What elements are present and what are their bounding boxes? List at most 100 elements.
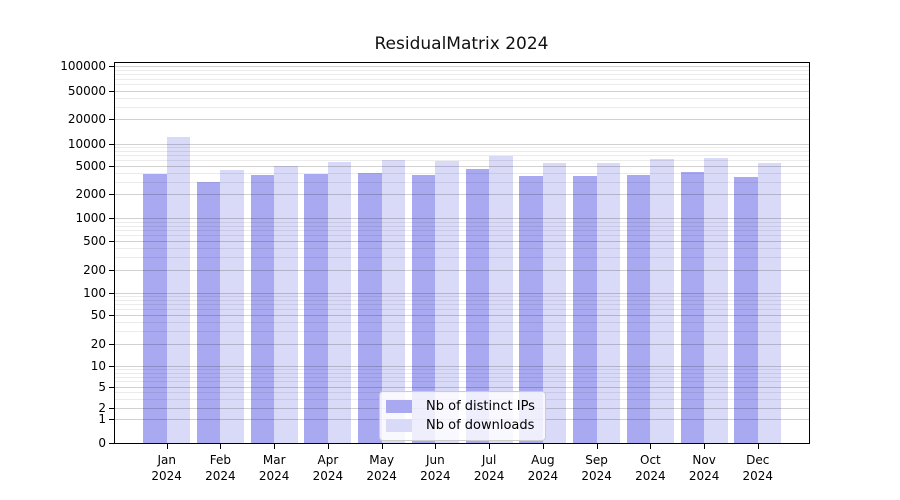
y-tick-label-5000: 5000 — [75, 158, 106, 173]
gridline-major-5 — [114, 386, 809, 388]
y-tick-20000 — [109, 119, 114, 121]
x-tick-label-month: Dec — [746, 453, 770, 467]
bar-distinct-ips-oct — [626, 175, 651, 443]
y-tick-50000 — [109, 90, 114, 92]
y-tick-5000 — [109, 165, 114, 167]
x-tick-label-year: 2024 — [635, 469, 666, 483]
gridline-major-100000 — [114, 66, 809, 68]
bar-downloads-sep — [596, 162, 621, 443]
x-tick-label-year: 2024 — [742, 469, 774, 483]
x-tick-label-year: 2024 — [527, 469, 559, 483]
x-tick-label-year: 2024 — [312, 469, 344, 483]
x-tick-label-oct: Oct 2024 — [618, 452, 682, 484]
x-tick-label-apr: Apr 2024 — [296, 452, 360, 484]
bar-distinct-ips-aug — [519, 176, 543, 443]
gridline-minor-80 — [114, 300, 809, 301]
spine-bottom — [114, 443, 810, 444]
y-tick-10000 — [109, 143, 114, 145]
x-tick-sep — [596, 444, 598, 449]
plot-area — [114, 62, 809, 443]
x-tick-label-year: 2024 — [205, 469, 236, 483]
y-tick-label-0: 0 — [98, 436, 106, 450]
x-tick-label-nov: Nov 2024 — [672, 452, 736, 484]
x-tick-feb — [220, 444, 222, 449]
x-tick-may — [381, 444, 383, 449]
y-tick-500 — [109, 241, 114, 242]
bar-downloads-aug — [542, 162, 567, 443]
gridline-minor-80000 — [114, 74, 809, 76]
gridline-minor-7 — [114, 376, 809, 378]
y-tick-label-50: 50 — [90, 307, 106, 322]
x-tick-oct — [650, 444, 652, 449]
x-tick-label-month: May — [369, 453, 395, 467]
bar-downloads-jan — [166, 137, 191, 443]
y-tick-2000 — [109, 194, 114, 196]
legend-swatch-downloads — [386, 419, 412, 432]
grid-layer — [114, 62, 809, 443]
gridline-major-10 — [114, 365, 809, 367]
bar-downloads-apr — [327, 161, 352, 443]
gridline-minor-6 — [114, 381, 809, 383]
gridline-minor-4000 — [114, 172, 809, 174]
x-tick-jun — [435, 444, 437, 449]
x-tick-apr — [327, 444, 329, 449]
x-tick-label-month: Aug — [531, 453, 555, 467]
gridline-minor-90000 — [114, 70, 809, 71]
bar-downloads-oct — [650, 159, 674, 443]
legend-row-downloads: Nb of downloads — [386, 417, 535, 434]
x-tick-label-year: 2024 — [151, 469, 182, 483]
x-tick-label-jan: Jan 2024 — [135, 452, 199, 484]
y-tick-label-10000: 10000 — [67, 136, 106, 151]
x-tick-label-feb: Feb 2024 — [188, 452, 252, 484]
x-tick-label-month: Jul — [481, 453, 497, 467]
x-tick-label-year: 2024 — [366, 469, 397, 483]
gridline-major-50 — [114, 314, 809, 316]
gridline-major-100 — [114, 292, 809, 294]
bar-downloads-nov — [704, 157, 728, 443]
gridline-minor-40000 — [114, 97, 809, 99]
gridline-major-5000 — [114, 165, 809, 167]
bars-layer — [114, 62, 809, 443]
gridline-minor-90 — [114, 296, 809, 298]
bar-distinct-ips-jul — [465, 169, 490, 443]
gridline-minor-8000 — [114, 150, 809, 152]
x-tick-label-month: Oct — [640, 453, 661, 467]
x-tick-label-year: 2024 — [473, 469, 505, 483]
x-tick-label-month: Sep — [585, 453, 608, 467]
x-tick-label-month: Jan — [157, 453, 176, 467]
y-tick-label-1: 1 — [98, 412, 106, 426]
bar-downloads-jul — [489, 155, 513, 443]
y-tick-10 — [109, 365, 114, 367]
spine-top — [114, 62, 810, 63]
y-tick-label-20: 20 — [90, 336, 106, 351]
gridline-minor-30000 — [114, 106, 809, 108]
x-tick-label-month: Jun — [426, 453, 445, 467]
y-tick-label-10: 10 — [90, 358, 106, 373]
y-tick-0 — [109, 443, 114, 444]
y-tick-200 — [109, 270, 114, 271]
gridline-minor-70 — [114, 304, 809, 306]
gridline-minor-8 — [114, 372, 809, 374]
bar-distinct-ips-may — [358, 172, 382, 443]
legend-label-distinct-ips: Nb of distinct IPs — [426, 399, 535, 414]
x-tick-label-dec: Dec 2024 — [726, 452, 790, 484]
bar-distinct-ips-apr — [304, 174, 328, 443]
x-tick-aug — [542, 444, 544, 449]
y-tick-2 — [109, 408, 114, 410]
y-tick-label-500: 500 — [83, 234, 106, 248]
gridline-minor-6000 — [114, 159, 809, 161]
y-tick-100 — [109, 292, 114, 294]
spine-left — [114, 62, 115, 444]
x-tick-label-jul: Jul 2024 — [457, 452, 521, 484]
bar-distinct-ips-nov — [680, 172, 705, 443]
gridline-minor-400 — [114, 248, 809, 250]
gridline-minor-800 — [114, 225, 809, 227]
gridline-minor-9000 — [114, 146, 809, 148]
x-tick-label-mar: Mar 2024 — [242, 452, 306, 484]
gridline-major-200 — [114, 270, 809, 271]
x-tick-jan — [166, 444, 168, 449]
gridline-major-20 — [114, 343, 809, 345]
y-tick-label-20000: 20000 — [67, 112, 106, 127]
gridline-minor-3000 — [114, 181, 809, 183]
